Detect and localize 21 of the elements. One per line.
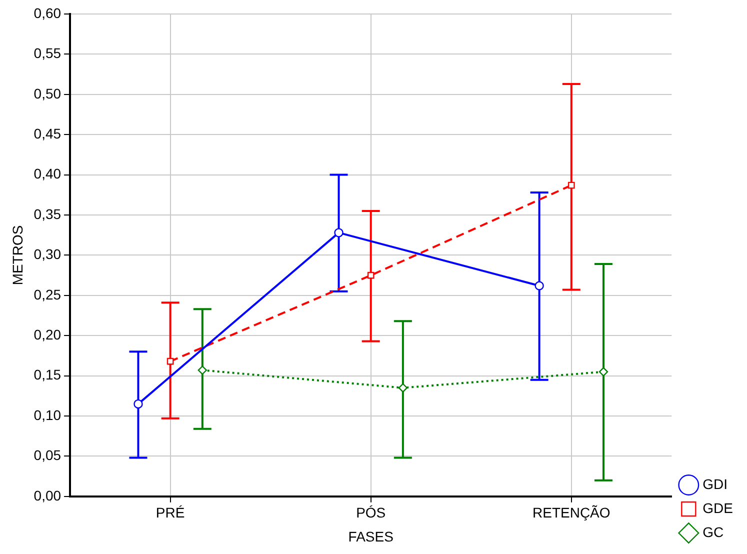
y-tick-label: 0,00	[34, 487, 62, 504]
y-tick-label: 0,55	[34, 45, 62, 62]
legend-label: GDI	[702, 476, 728, 492]
legend-label: GDE	[702, 500, 734, 516]
x-tick-label: RETENÇÃO	[532, 504, 610, 521]
y-tick-label: 0,25	[34, 286, 62, 302]
y-tick-label: 0,60	[34, 4, 62, 21]
y-tick-label: 0,50	[34, 85, 62, 102]
x-tick-label: PÓS	[356, 504, 386, 521]
y-tick-label: 0,40	[34, 166, 62, 182]
x-tick-label: PRÉ	[156, 504, 185, 521]
y-axis-title: METROS	[9, 225, 26, 286]
y-tick-label: 0,30	[34, 246, 62, 262]
x-axis-title: FASES	[348, 528, 394, 544]
y-tick-label: 0,10	[34, 406, 62, 423]
y-tick-label: 0,05	[34, 447, 62, 464]
legend-label: GC	[702, 524, 724, 540]
y-tick-label: 0,15	[34, 366, 62, 383]
y-tick-label: 0,45	[34, 125, 62, 142]
y-tick-label: 0,20	[34, 326, 62, 342]
y-tick-label: 0,35	[34, 206, 62, 222]
